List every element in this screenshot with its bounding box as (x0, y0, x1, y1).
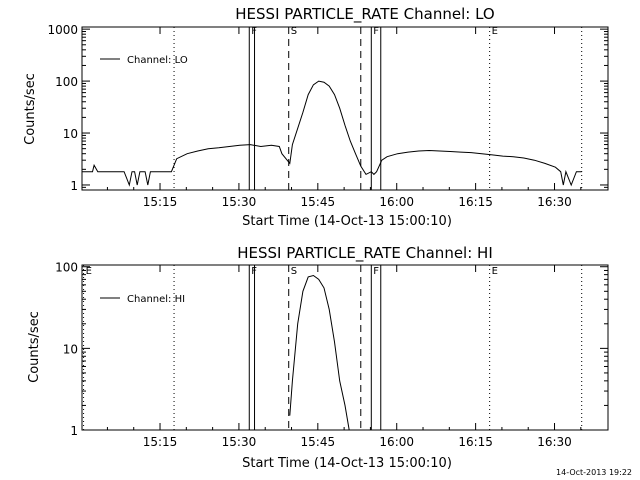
panel-lo-x-tick-label: 16:00 (379, 195, 414, 209)
panel-lo-y-tick-label: 1000 (47, 23, 78, 37)
panel-lo: HESSI PARTICLE_RATE Channel: LO 15:15 15:… (23, 5, 609, 229)
panel-lo-plot-frame (81, 26, 609, 191)
panel-lo-x-tick-label: 15:15 (143, 195, 178, 209)
panel-lo-series-line-0 (82, 80, 582, 187)
panel-lo-title: HESSI PARTICLE_RATE Channel: LO (235, 5, 494, 24)
panel-lo-y-tick-label: 100 (55, 75, 78, 89)
panel-hi-y-tick-label: 10 (63, 342, 78, 356)
panel-lo-x-tick-label: 16:30 (537, 195, 572, 209)
panel-lo-y-tick-label: 10 (63, 127, 78, 141)
panel-hi-legend-label: Channel: HI (127, 294, 185, 305)
panel-hi-x-tick-label: 16:30 (537, 435, 572, 449)
panel-hi: HESSI PARTICLE_RATE Channel: HI 15:15 15:… (27, 244, 609, 471)
panel-hi-title: HESSI PARTICLE_RATE Channel: HI (237, 244, 493, 263)
panel-lo-x-tick-label: 16:15 (458, 195, 493, 209)
panel-hi-marks: 15:1515:3015:4516:0016:1516:30110100EFSF… (55, 261, 608, 449)
panel-hi-plot-frame (81, 264, 609, 431)
panel-lo-y-tick-label: 1 (70, 179, 78, 193)
plot-timestamp: 14-Oct-2013 19:22 (556, 468, 632, 477)
panel-lo-x-tick-label: 15:30 (222, 195, 257, 209)
panel-hi-marker-label: F (373, 266, 379, 277)
panel-lo-marker-label: S (291, 26, 297, 37)
panel-hi-x-axis-label: Start Time (14-Oct-13 15:00:10) (242, 456, 452, 471)
panel-lo-legend-label: Channel: LO (127, 55, 188, 66)
panel-lo-legend: Channel: LO (100, 55, 188, 66)
panel-hi-marker-label: E (492, 266, 498, 277)
panel-hi-x-tick-label: 16:15 (458, 435, 493, 449)
panel-hi-marker-label: E (86, 266, 92, 277)
panel-hi-x-tick-label: 16:00 (379, 435, 414, 449)
panel-hi-y-tick-label: 1 (70, 424, 78, 438)
panel-lo-marks: 15:15 15:30 15:45 16:00 16:15 16:30 1 10 100 1000… (47, 23, 608, 209)
panel-hi-x-tick-label: 15:30 (222, 435, 257, 449)
panel-lo-marker-label: E (492, 26, 498, 37)
panel-lo-y-axis-label: Counts/sec (23, 73, 38, 145)
panel-hi-legend: Channel: HI (100, 294, 185, 305)
panel-lo-x-axis-label: Start Time (14-Oct-13 15:00:10) (242, 214, 452, 229)
panel-lo-marker-label: F (373, 26, 379, 37)
panel-hi-marker-label: S (291, 266, 297, 277)
panel-hi-x-tick-label: 15:45 (301, 435, 336, 449)
panel-hi-y-tick-label: 100 (55, 261, 78, 275)
panel-lo-x-tick-label: 15:45 (301, 195, 336, 209)
panel-hi-x-tick-label: 15:15 (143, 435, 178, 449)
panel-hi-series-line-0 (289, 274, 350, 431)
panel-hi-y-axis-label: Counts/sec (27, 311, 42, 383)
